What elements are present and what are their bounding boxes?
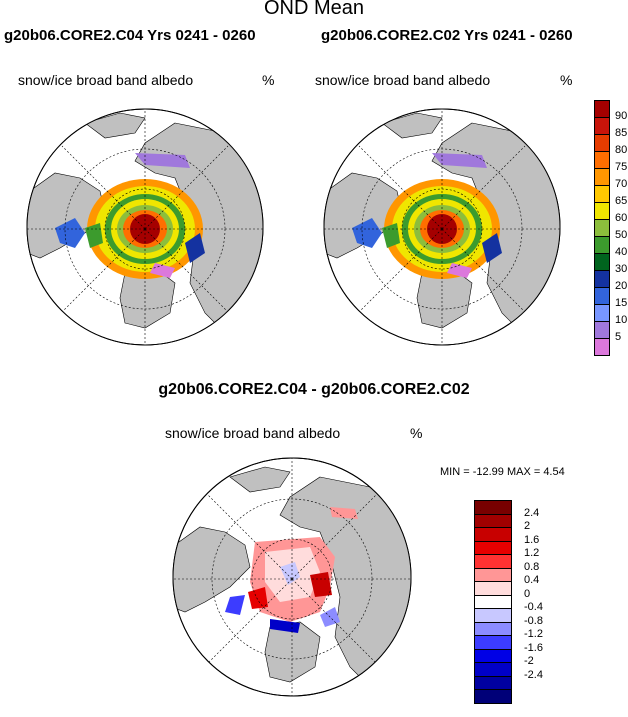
colorbar-difference-swatch bbox=[474, 554, 512, 569]
colorbar-albedo-swatch bbox=[594, 151, 610, 169]
colorbar-albedo-swatch bbox=[594, 304, 610, 322]
albedo-difference-field bbox=[225, 507, 358, 633]
colorbar-difference-swatch bbox=[474, 662, 512, 677]
colorbar-difference-label: 1.2 bbox=[524, 547, 540, 559]
colorbar-albedo-swatch bbox=[594, 168, 610, 186]
colorbar-albedo-swatch bbox=[594, 253, 610, 271]
colorbar-difference-swatch bbox=[474, 581, 512, 596]
colorbar-difference-label: -1.6 bbox=[524, 641, 543, 654]
colorbar-albedo-label: 5 bbox=[615, 331, 622, 343]
panel-left-run-title: g20b06.CORE2.C04 Yrs 0241 - 0260 bbox=[4, 27, 256, 44]
panel-right-run-title: g20b06.CORE2.C02 Yrs 0241 - 0260 bbox=[321, 27, 573, 44]
colorbar-difference-label: 0 bbox=[524, 587, 531, 600]
colorbar-difference-label: -2 bbox=[524, 655, 534, 667]
colorbar-difference-swatch bbox=[474, 689, 512, 704]
colorbar-albedo-label: 65 bbox=[615, 195, 628, 207]
colorbar-albedo-swatch bbox=[594, 202, 610, 220]
main-title: OND Mean bbox=[263, 0, 365, 19]
colorbar-difference-swatch bbox=[474, 513, 512, 528]
colorbar-albedo-swatch bbox=[594, 134, 610, 152]
colorbar-difference-label: 0.8 bbox=[524, 560, 540, 573]
colorbar-albedo-label: 75 bbox=[615, 161, 628, 173]
colorbar-difference-swatch bbox=[474, 567, 512, 582]
colorbar-difference-label: 0.4 bbox=[524, 574, 540, 586]
colorbar-difference: 2.4 2 1.6 1.2 0.8 0.4 0 -0.4 -0.8 -1.2 -1.6 -2 -2.4 bbox=[474, 500, 543, 710]
colorbar-difference-label: 1.6 bbox=[524, 533, 540, 546]
colorbar-albedo-swatch bbox=[594, 287, 610, 305]
colorbar-albedo-label: 70 bbox=[615, 178, 628, 190]
colorbar-albedo-label: 30 bbox=[615, 263, 628, 275]
colorbar-albedo-label: 50 bbox=[615, 229, 628, 241]
colorbar-difference-swatch bbox=[474, 500, 512, 515]
colorbar-albedo: 90 85 80 75 70 65 60 50 40 30 20 15 10 5 bbox=[594, 100, 628, 356]
colorbar-albedo-swatch bbox=[594, 219, 610, 237]
colorbar-difference-swatch bbox=[474, 635, 512, 650]
colorbar-albedo-swatch bbox=[594, 117, 610, 135]
map-right-c02 bbox=[323, 108, 561, 346]
panel-left-units: % bbox=[262, 72, 275, 88]
difference-units: % bbox=[410, 425, 423, 441]
colorbar-difference-swatch bbox=[474, 540, 512, 555]
colorbar-difference-label: 2 bbox=[524, 520, 531, 532]
map-left-c04 bbox=[26, 108, 264, 346]
map-difference bbox=[172, 457, 412, 697]
colorbar-albedo-swatch bbox=[594, 100, 610, 118]
colorbar-albedo-label: 85 bbox=[615, 127, 628, 139]
panel-right-units: % bbox=[560, 72, 573, 88]
panel-left-variable-label: snow/ice broad band albedo bbox=[18, 72, 194, 88]
colorbar-difference-label: -1.2 bbox=[524, 628, 543, 640]
colorbar-albedo-swatch bbox=[594, 185, 610, 203]
colorbar-difference-label: 2.4 bbox=[524, 506, 540, 519]
colorbar-difference-label: -0.8 bbox=[524, 614, 543, 627]
colorbar-albedo-swatch bbox=[594, 236, 610, 254]
colorbar-difference-swatch bbox=[474, 675, 512, 690]
colorbar-difference-swatch bbox=[474, 594, 512, 609]
colorbar-albedo-swatch bbox=[594, 338, 610, 356]
difference-min-max: MIN = -12.99 MAX = 4.54 bbox=[440, 466, 565, 478]
colorbar-albedo-swatch bbox=[594, 270, 610, 288]
colorbar-albedo-label: 40 bbox=[615, 246, 628, 258]
colorbar-albedo-swatch bbox=[594, 321, 610, 339]
colorbar-difference-swatch bbox=[474, 527, 512, 542]
colorbar-albedo-label: 90 bbox=[615, 110, 628, 122]
colorbar-albedo-label: 10 bbox=[615, 314, 628, 326]
colorbar-albedo-label: 60 bbox=[615, 212, 628, 224]
colorbar-difference-label: -0.4 bbox=[524, 601, 543, 613]
difference-variable-label: snow/ice broad band albedo bbox=[165, 425, 341, 441]
difference-title: g20b06.CORE2.C04 - g20b06.CORE2.C02 bbox=[158, 381, 470, 398]
colorbar-albedo-label: 20 bbox=[615, 280, 628, 292]
colorbar-difference-swatch bbox=[474, 608, 512, 623]
colorbar-difference-swatch bbox=[474, 648, 512, 663]
colorbar-albedo-label: 15 bbox=[615, 297, 628, 309]
colorbar-albedo-label: 80 bbox=[615, 144, 628, 156]
colorbar-difference-swatch bbox=[474, 621, 512, 636]
colorbar-difference-label: -2.4 bbox=[524, 668, 543, 681]
panel-right-variable-label: snow/ice broad band albedo bbox=[315, 72, 491, 88]
